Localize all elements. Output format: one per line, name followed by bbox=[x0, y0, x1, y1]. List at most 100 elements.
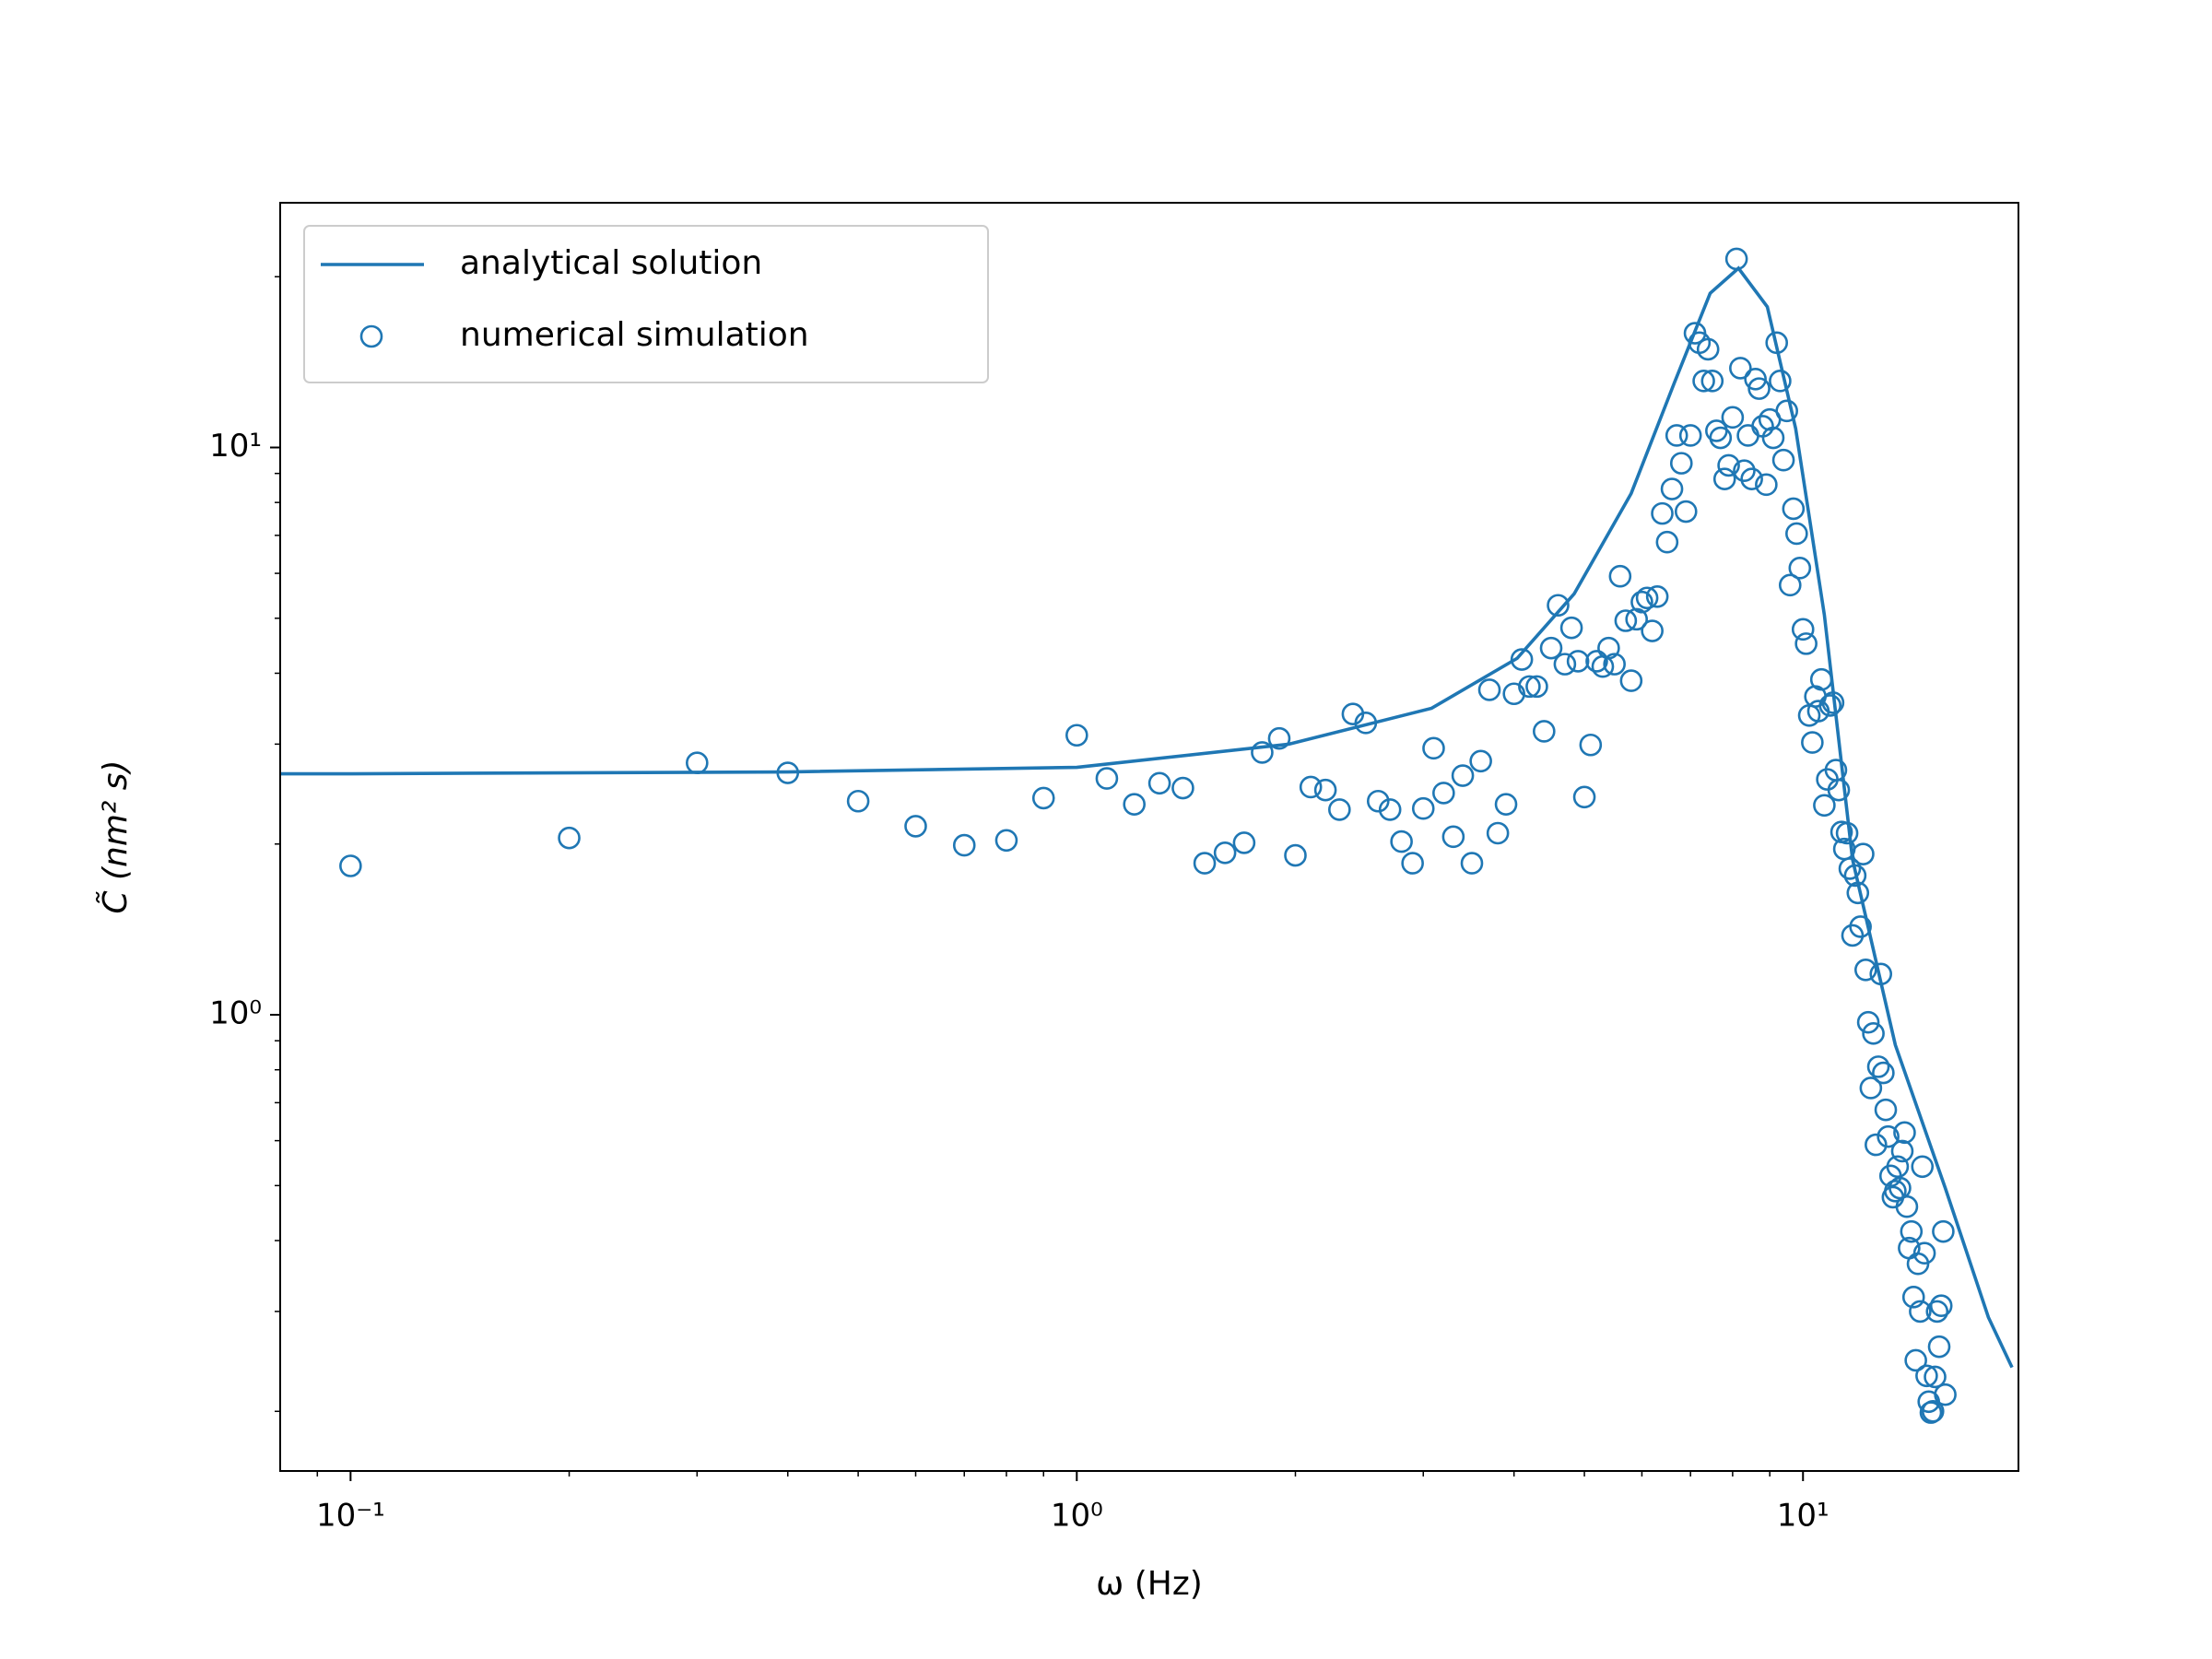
data-point bbox=[1801, 731, 1824, 754]
data-point bbox=[1655, 530, 1679, 554]
data-point bbox=[1451, 764, 1475, 787]
data-point bbox=[1846, 881, 1870, 905]
data-point bbox=[1441, 825, 1465, 849]
data-point bbox=[1729, 357, 1752, 380]
data-point bbox=[1769, 370, 1792, 393]
data-point bbox=[1553, 653, 1577, 676]
data-point bbox=[1665, 424, 1688, 447]
data-point bbox=[1193, 852, 1217, 875]
data-point bbox=[1518, 675, 1541, 699]
legend-label: analytical solution bbox=[460, 244, 762, 282]
data-point bbox=[1785, 522, 1808, 546]
data-point bbox=[1469, 749, 1492, 773]
data-point bbox=[1486, 821, 1510, 845]
data-point bbox=[1838, 857, 1862, 880]
data-point bbox=[1901, 1286, 1925, 1309]
data-point bbox=[1378, 798, 1402, 821]
data-point bbox=[1625, 607, 1648, 631]
data-point bbox=[1251, 741, 1274, 764]
data-point bbox=[1390, 830, 1413, 853]
y-axis-label: C̃ (nm² s) bbox=[96, 759, 135, 913]
data-point bbox=[1696, 337, 1720, 361]
data-point bbox=[1213, 841, 1237, 865]
legend-box bbox=[303, 225, 989, 383]
data-point bbox=[1411, 796, 1435, 820]
data-point bbox=[1818, 694, 1842, 717]
data-point bbox=[1771, 448, 1795, 472]
data-point bbox=[1788, 557, 1812, 580]
analytical-line bbox=[280, 265, 2014, 1369]
data-point bbox=[1843, 864, 1867, 888]
data-point bbox=[1853, 959, 1877, 982]
data-point bbox=[1733, 459, 1756, 483]
data-point bbox=[1669, 452, 1693, 475]
data-point bbox=[1709, 426, 1733, 450]
data-point bbox=[1821, 691, 1845, 714]
data-point bbox=[776, 761, 800, 784]
data-point bbox=[1865, 1133, 1888, 1157]
data-point bbox=[1747, 377, 1771, 400]
data-point bbox=[1313, 778, 1337, 802]
data-point bbox=[952, 833, 976, 857]
data-point bbox=[1890, 1139, 1914, 1163]
data-point bbox=[1401, 852, 1424, 875]
data-point bbox=[1782, 497, 1806, 521]
data-point bbox=[1893, 1121, 1916, 1145]
data-point bbox=[1794, 632, 1818, 655]
data-point bbox=[1765, 331, 1789, 355]
data-point bbox=[1911, 1155, 1935, 1179]
data-point bbox=[1904, 1348, 1927, 1372]
axes-frame bbox=[279, 202, 2019, 1472]
data-point bbox=[1635, 586, 1659, 610]
data-point bbox=[1123, 793, 1146, 816]
data-point bbox=[1566, 650, 1590, 673]
x-tick-label: 10¹ bbox=[1777, 1498, 1830, 1535]
data-point bbox=[1559, 616, 1583, 640]
data-point bbox=[1761, 426, 1785, 450]
data-point bbox=[1232, 831, 1256, 854]
data-point bbox=[1862, 1022, 1885, 1045]
plot-area bbox=[280, 247, 2014, 1424]
data-point bbox=[1856, 1010, 1880, 1034]
data-point bbox=[1354, 712, 1378, 735]
data-point bbox=[1755, 473, 1778, 497]
data-point bbox=[1603, 653, 1626, 676]
data-point bbox=[1921, 1399, 1945, 1423]
data-point bbox=[1147, 771, 1171, 795]
data-point bbox=[1095, 767, 1119, 790]
data-point bbox=[1775, 399, 1798, 423]
data-point bbox=[1171, 776, 1194, 800]
data-point bbox=[1422, 736, 1445, 760]
data-point bbox=[1717, 453, 1740, 477]
data-point bbox=[1874, 1098, 1898, 1122]
data-point bbox=[1872, 1061, 1895, 1085]
data-point bbox=[1866, 1055, 1890, 1078]
data-point bbox=[1932, 1219, 1955, 1243]
x-tick-label: 10⁰ bbox=[1051, 1498, 1103, 1535]
data-point bbox=[1284, 843, 1307, 867]
data-point bbox=[1510, 648, 1534, 671]
data-point bbox=[1915, 1364, 1938, 1388]
data-point bbox=[1619, 669, 1643, 692]
data-point bbox=[1678, 424, 1702, 447]
data-point bbox=[1859, 1077, 1883, 1100]
data-point bbox=[1031, 786, 1055, 810]
data-point bbox=[1660, 477, 1684, 500]
data-point bbox=[1849, 915, 1872, 938]
data-point bbox=[994, 829, 1018, 853]
data-point bbox=[1813, 794, 1836, 818]
data-point bbox=[1809, 667, 1833, 691]
data-point bbox=[1912, 1241, 1936, 1265]
data-point bbox=[1494, 793, 1518, 816]
data-point bbox=[1065, 724, 1088, 747]
data-point bbox=[1929, 1294, 1953, 1318]
data-point bbox=[1886, 1155, 1910, 1179]
data-point bbox=[1740, 467, 1763, 490]
data-point bbox=[1778, 573, 1802, 597]
data-point bbox=[1827, 778, 1851, 802]
x-axis-label: ω (Hz) bbox=[1096, 1565, 1203, 1603]
data-point bbox=[1721, 406, 1745, 429]
data-point bbox=[1900, 1219, 1924, 1243]
data-point bbox=[1927, 1335, 1951, 1359]
data-point bbox=[1924, 1365, 1947, 1389]
